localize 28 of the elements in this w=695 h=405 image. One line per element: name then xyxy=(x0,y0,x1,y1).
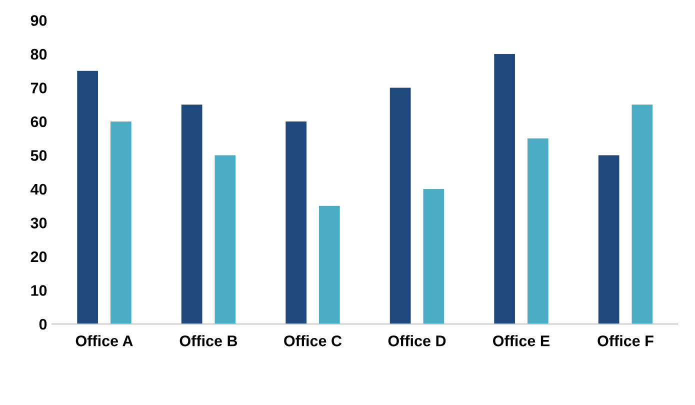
y-tick-label: 80 xyxy=(30,48,47,60)
bar xyxy=(598,155,620,324)
y-tick-label: 40 xyxy=(30,184,47,195)
bar xyxy=(528,138,548,324)
y-tick-label: 50 xyxy=(30,150,47,161)
y-tick-label: 10 xyxy=(31,285,47,296)
bar xyxy=(632,104,653,324)
x-tick-label: Office E xyxy=(493,335,550,346)
y-tick-label: 0 xyxy=(39,318,47,330)
x-tick-label: Office B xyxy=(180,335,238,346)
y-tick-label: 30 xyxy=(30,218,47,228)
bar xyxy=(319,206,340,324)
bar xyxy=(214,155,236,324)
x-tick-label: Office F xyxy=(598,335,654,346)
y-tick-label: 70 xyxy=(30,82,47,94)
y-tick-label: 20 xyxy=(30,251,47,262)
bar xyxy=(77,70,98,324)
x-tick-label: Office A xyxy=(76,335,133,346)
bar xyxy=(390,88,411,324)
bar xyxy=(110,122,132,324)
y-tick-label: 60 xyxy=(30,116,47,128)
x-tick-label: Office C xyxy=(284,335,342,346)
bar xyxy=(423,189,444,324)
bar xyxy=(181,104,202,324)
bar xyxy=(286,122,306,324)
y-tick-label: 90 xyxy=(30,15,47,26)
bar xyxy=(494,54,515,324)
x-tick-label: Office D xyxy=(388,335,446,346)
